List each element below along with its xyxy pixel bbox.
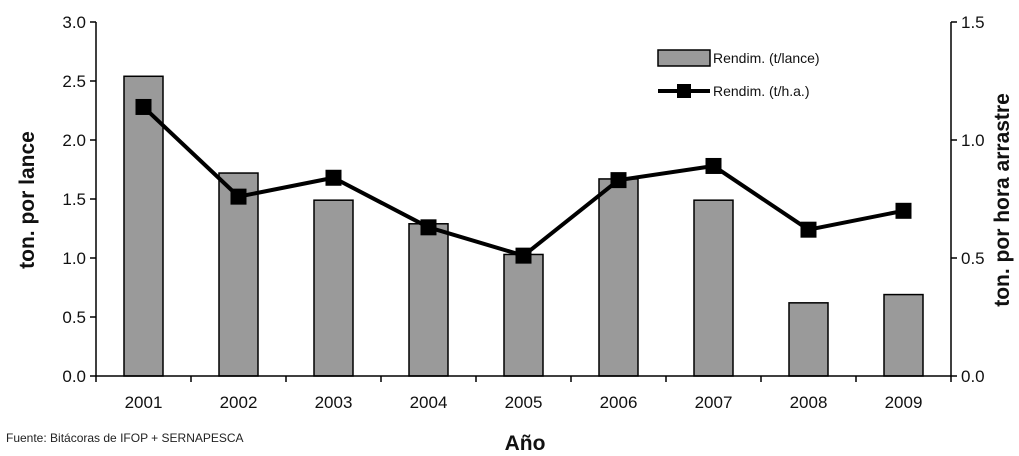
- legend-line-marker: [677, 84, 691, 98]
- bar-2006: [598, 178, 639, 377]
- y-tick-label: 0.0: [62, 367, 86, 386]
- x-tick-label: 2009: [885, 393, 923, 412]
- legend-bar-swatch: [657, 49, 711, 67]
- line-point-2005: [515, 247, 532, 264]
- bar-series: [123, 75, 924, 377]
- x-tick-label: 2008: [790, 393, 828, 412]
- line-point-2009: [895, 202, 912, 219]
- line-point-2007: [705, 157, 722, 174]
- x-tick-label: 2007: [695, 393, 733, 412]
- y-tick-label: 3.0: [62, 13, 86, 32]
- bar-2002: [218, 172, 259, 377]
- x-tick-label: 2004: [410, 393, 448, 412]
- y2-tick-label: 1.5: [961, 13, 985, 32]
- line-point-2001: [135, 98, 152, 115]
- source-note: Fuente: Bitácoras de IFOP + SERNAPESCA: [6, 431, 244, 445]
- legend-line-label: Rendim. (t/h.a.): [713, 83, 809, 99]
- x-axis-title: Año: [505, 432, 546, 455]
- bar-2001: [123, 75, 164, 377]
- y-tick-label: 1.0: [62, 249, 86, 268]
- tick-labels: 0.0 0.5 1.0 1.5 2.0 2.5 3.0 0.0 0.5 1.0 1.5 2001 200…: [62, 13, 984, 412]
- line-point-2002: [230, 188, 247, 205]
- legend: Rendim. (t/lance) Rendim. (t/h.a.): [657, 49, 820, 99]
- y-axis-title: ton. por lance: [16, 131, 39, 269]
- line-point-2003: [325, 169, 342, 186]
- axes: [90, 21, 957, 382]
- bar-2003: [313, 199, 354, 377]
- line-point-2008: [800, 221, 817, 238]
- y2-tick-label: 1.0: [961, 131, 985, 150]
- line-series: [135, 98, 912, 264]
- bar-2009: [883, 293, 924, 377]
- bar-2005: [503, 253, 544, 377]
- y2-tick-label: 0.0: [961, 367, 985, 386]
- x-tick-label: 2001: [125, 393, 163, 412]
- line-point-2004: [420, 219, 437, 236]
- y-tick-label: 0.5: [62, 308, 86, 327]
- x-tick-label: 2005: [505, 393, 543, 412]
- y-tick-label: 2.0: [62, 131, 86, 150]
- x-tick-label: 2003: [315, 393, 353, 412]
- y2-tick-label: 0.5: [961, 249, 985, 268]
- bar-2007: [693, 199, 734, 377]
- y-tick-label: 1.5: [62, 190, 86, 209]
- x-tick-label: 2002: [220, 393, 258, 412]
- line-point-2006: [610, 172, 627, 189]
- bar-2008: [788, 302, 829, 377]
- y2-axis-title: ton. por hora arrastre: [991, 93, 1014, 307]
- x-tick-label: 2006: [600, 393, 638, 412]
- y-tick-label: 2.5: [62, 72, 86, 91]
- legend-bar-label: Rendim. (t/lance): [713, 50, 820, 66]
- bar-2004: [408, 223, 449, 377]
